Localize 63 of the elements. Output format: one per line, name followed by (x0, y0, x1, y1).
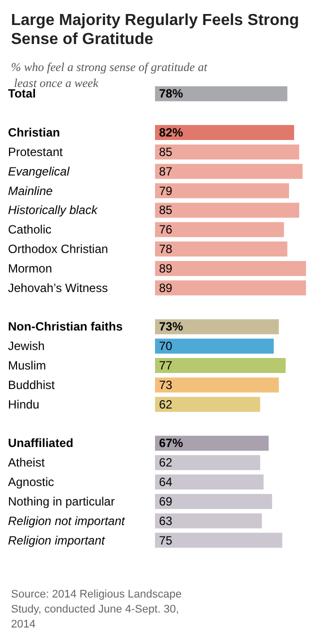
data-label: 78 (159, 242, 173, 256)
data-label: 73% (159, 320, 184, 334)
y-tick-label: Jehovah’s Witness (8, 280, 108, 295)
data-label: 63 (159, 514, 173, 528)
y-tick-label: Jewish (8, 339, 45, 354)
data-label: 64 (159, 475, 173, 490)
y-tick-label: Muslim (8, 358, 46, 373)
data-label: 89 (159, 280, 173, 295)
bar (155, 513, 262, 528)
data-label: 79 (159, 184, 173, 198)
bar (155, 183, 290, 198)
bar (155, 358, 286, 374)
y-tick-label: Historically black (8, 203, 98, 218)
source-note: Source: 2014 Religious Landscape Study, conducted June 4-Sept. 30, 2014 (11, 588, 185, 630)
y-tick-label: Unaffiliated (8, 436, 74, 450)
data-label: 75 (159, 533, 173, 548)
bar (155, 474, 264, 490)
y-tick-label: Mormon (8, 261, 52, 276)
bar (155, 260, 306, 276)
y-tick-label: Agnostic (8, 475, 54, 490)
bar (155, 164, 303, 179)
bar (155, 319, 279, 334)
bar (155, 377, 279, 392)
y-tick-label: Orthodox Christian (8, 242, 108, 256)
y-tick-label: Non-Christian faiths (8, 320, 123, 334)
data-label: 76 (159, 222, 173, 237)
y-tick-label: Buddhist (8, 378, 56, 392)
bar (155, 436, 269, 451)
y-tick-label: Nothing in particular (8, 494, 115, 508)
chart-title: Large Majority Regularly Feels Strong Sense of Gratitude (11, 12, 304, 48)
data-label: 70 (159, 339, 173, 354)
y-tick-label: Christian (8, 126, 60, 140)
y-tick-label: Religion not important (8, 514, 126, 528)
data-label: 62 (159, 456, 173, 470)
data-label: 69 (159, 494, 173, 508)
data-label: 82% (159, 126, 184, 140)
data-label: 89 (159, 261, 173, 276)
bar (155, 222, 284, 238)
data-label: 85 (159, 203, 173, 218)
data-label: 67% (159, 436, 184, 450)
data-label: 73 (159, 378, 173, 392)
data-label: 62 (159, 397, 173, 412)
y-tick-label: Protestant (8, 144, 64, 159)
bar (155, 455, 260, 470)
bar (155, 532, 282, 548)
data-label: 77 (159, 358, 173, 373)
bar (155, 396, 260, 412)
bar (155, 494, 272, 509)
y-tick-label: Religion important (8, 533, 106, 548)
bar (155, 144, 300, 160)
data-label: 87 (159, 164, 173, 178)
bar (155, 242, 288, 257)
y-tick-label: Catholic (8, 222, 52, 237)
y-tick-label: Hindu (8, 397, 40, 412)
bar (155, 125, 294, 140)
bar (155, 86, 288, 102)
bar (155, 280, 306, 296)
y-tick-label: Evangelical (8, 164, 70, 178)
y-tick-label: Mainline (8, 184, 54, 198)
bar (155, 338, 274, 354)
bar (155, 202, 300, 218)
data-label: 85 (159, 144, 173, 159)
y-tick-label: Atheist (8, 456, 46, 470)
